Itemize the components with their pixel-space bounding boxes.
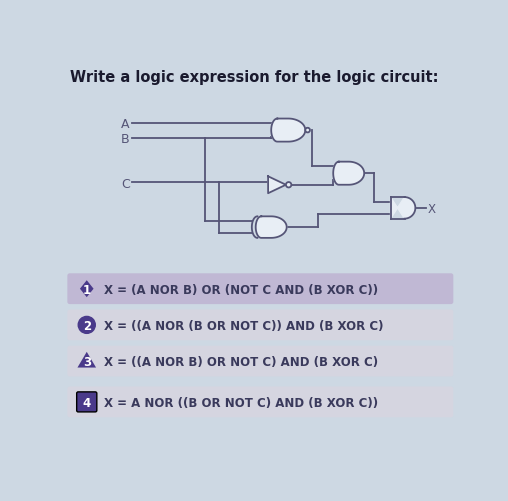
Polygon shape	[80, 281, 93, 298]
Polygon shape	[391, 198, 416, 219]
FancyBboxPatch shape	[68, 387, 453, 417]
Text: 2: 2	[83, 319, 91, 332]
Polygon shape	[271, 119, 305, 142]
Text: X = A NOR ((B OR NOT C) AND (B XOR C)): X = A NOR ((B OR NOT C) AND (B XOR C))	[104, 396, 378, 409]
Text: B: B	[121, 133, 130, 146]
Text: C: C	[121, 177, 130, 190]
Circle shape	[286, 183, 292, 188]
Text: A: A	[121, 118, 130, 131]
Text: X: X	[428, 203, 436, 216]
Text: 3: 3	[83, 355, 91, 368]
Text: X = ((A NOR (B OR NOT C)) AND (B XOR C): X = ((A NOR (B OR NOT C)) AND (B XOR C)	[104, 319, 384, 332]
Text: X = ((A NOR B) OR NOT C) AND (B XOR C): X = ((A NOR B) OR NOT C) AND (B XOR C)	[104, 355, 378, 368]
FancyBboxPatch shape	[68, 274, 453, 305]
Polygon shape	[333, 162, 364, 185]
FancyBboxPatch shape	[77, 392, 97, 412]
Text: Write a logic expression for the logic circuit:: Write a logic expression for the logic c…	[70, 70, 438, 85]
Polygon shape	[256, 217, 287, 238]
Text: 1: 1	[83, 283, 91, 296]
Text: X = (A NOR B) OR (NOT C AND (B XOR C)): X = (A NOR B) OR (NOT C AND (B XOR C))	[104, 283, 378, 296]
Polygon shape	[268, 177, 286, 194]
Polygon shape	[77, 352, 96, 368]
Circle shape	[305, 129, 310, 133]
Circle shape	[78, 317, 96, 334]
Text: 4: 4	[83, 396, 91, 409]
FancyBboxPatch shape	[68, 346, 453, 377]
FancyBboxPatch shape	[68, 310, 453, 341]
